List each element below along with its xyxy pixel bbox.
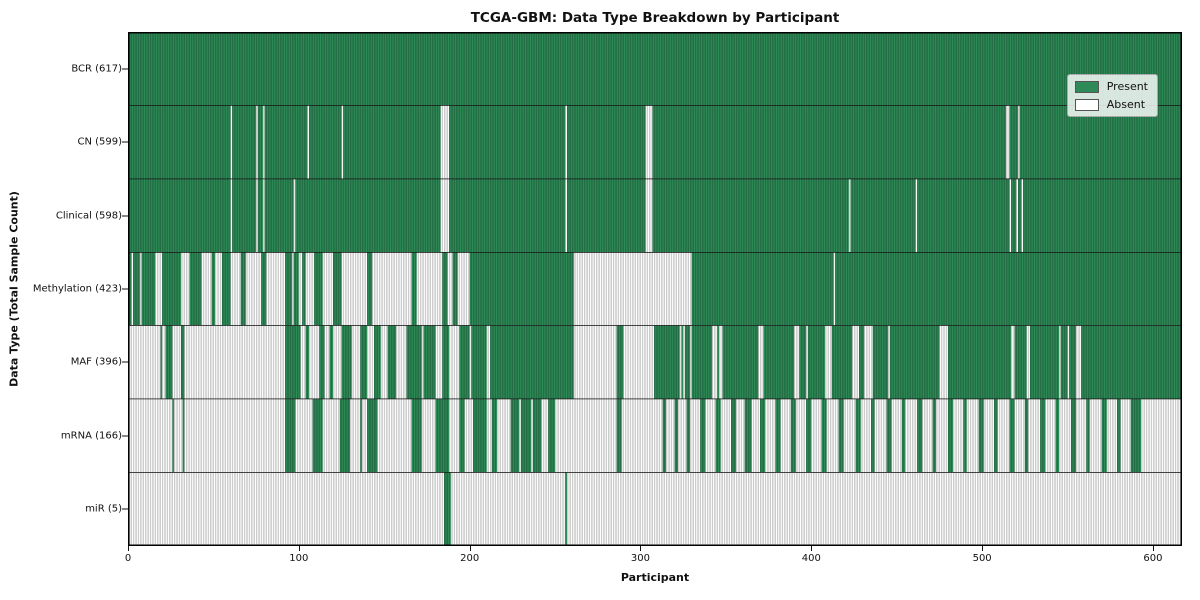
x-tick-mark <box>982 546 984 551</box>
y-tick-label-mRNA: mRNA (166) <box>60 430 122 442</box>
x-tick-label: 400 <box>801 553 821 564</box>
legend-item-present: Present <box>1074 80 1148 93</box>
legend: Present Absent <box>1066 74 1158 117</box>
presence-matrix-canvas <box>128 32 1182 546</box>
y-tick-label-MAF: MAF (396) <box>70 356 122 368</box>
x-tick-mark <box>640 546 642 551</box>
y-tick-mark <box>122 141 128 143</box>
y-tick-label-Clinical: Clinical (598) <box>55 210 122 222</box>
x-tick-mark <box>469 546 471 551</box>
y-tick-mark <box>122 361 128 363</box>
legend-item-absent: Absent <box>1074 98 1148 111</box>
y-tick-mark <box>122 68 128 70</box>
x-tick-label: 600 <box>1143 553 1163 564</box>
y-tick-mark <box>122 288 128 290</box>
x-tick-label: 100 <box>289 553 309 564</box>
y-tick-mark <box>122 508 128 510</box>
plot-area: Present Absent <box>128 32 1182 546</box>
chart-title: TCGA-GBM: Data Type Breakdown by Partici… <box>470 10 840 26</box>
legend-label-absent: Absent <box>1106 98 1146 111</box>
y-tick-mark <box>122 215 128 217</box>
x-tick-mark <box>298 546 300 551</box>
y-tick-label-CN: CN (599) <box>77 136 122 148</box>
y-tick-label-Methylation: Methylation (423) <box>32 283 122 295</box>
x-tick-mark <box>1152 546 1154 551</box>
x-tick-label: 500 <box>972 553 992 564</box>
absent-swatch <box>1074 98 1099 111</box>
y-tick-label-BCR: BCR (617) <box>71 63 122 75</box>
x-tick-label: 0 <box>124 553 132 564</box>
present-swatch <box>1074 80 1099 93</box>
x-tick-mark <box>128 546 129 551</box>
x-tick-label: 300 <box>630 553 651 564</box>
x-axis-label: Participant <box>620 571 690 584</box>
legend-label-present: Present <box>1106 80 1148 93</box>
x-tick-label: 200 <box>460 553 480 564</box>
x-tick-mark <box>811 546 813 551</box>
y-tick-mark <box>122 435 128 437</box>
y-tick-label-miR: miR (5) <box>85 503 122 515</box>
